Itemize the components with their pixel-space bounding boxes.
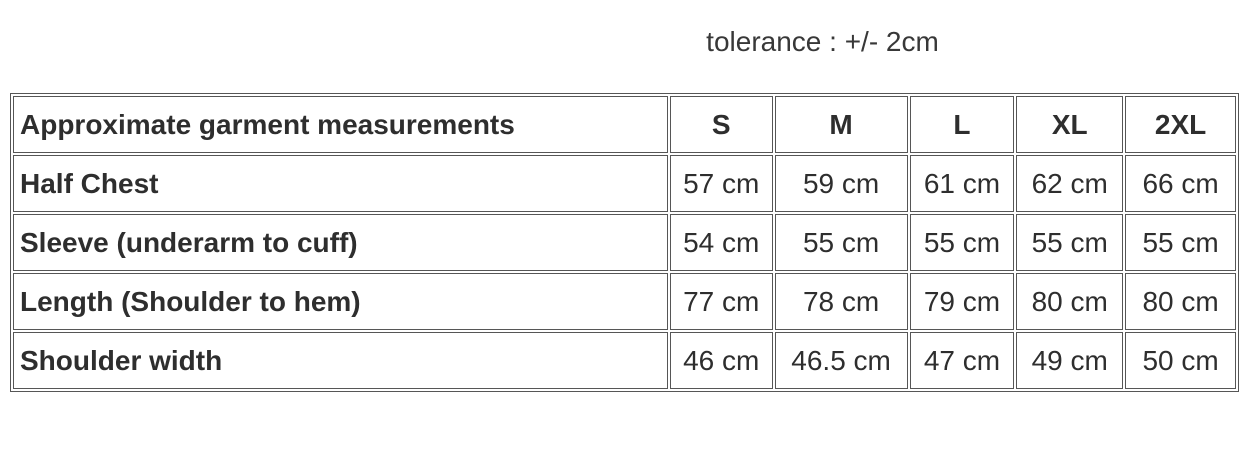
measurement-cell: 46.5 cm (774, 332, 908, 389)
measurement-cell: 55 cm (1125, 214, 1236, 271)
measurement-cell: 55 cm (774, 214, 908, 271)
measurement-cell: 59 cm (774, 155, 908, 212)
measurement-cell: 55 cm (909, 214, 1015, 271)
measurement-cell: 80 cm (1016, 273, 1124, 330)
size-header-cell-xl: XL (1016, 96, 1124, 153)
measurement-cell: 57 cm (669, 155, 773, 212)
size-chart-table: Approximate garment measurements S M L X… (10, 93, 1239, 392)
measurement-cell: 77 cm (669, 273, 773, 330)
table-row-sleeve: Sleeve (underarm to cuff) 54 cm 55 cm 55… (13, 214, 1236, 271)
table-row-shoulder-width: Shoulder width 46 cm 46.5 cm 47 cm 49 cm… (13, 332, 1236, 389)
measurement-cell: 61 cm (909, 155, 1015, 212)
size-header-cell-s: S (669, 96, 773, 153)
measurement-cell: 78 cm (774, 273, 908, 330)
size-header-cell-2xl: 2XL (1125, 96, 1236, 153)
measurement-cell: 55 cm (1016, 214, 1124, 271)
row-label-cell: Shoulder width (13, 332, 668, 389)
measurement-cell: 80 cm (1125, 273, 1236, 330)
table-header-row: Approximate garment measurements S M L X… (13, 96, 1236, 153)
measurement-cell: 47 cm (909, 332, 1015, 389)
measurements-header-cell: Approximate garment measurements (13, 96, 668, 153)
row-label-cell: Half Chest (13, 155, 668, 212)
measurement-cell: 46 cm (669, 332, 773, 389)
measurement-cell: 79 cm (909, 273, 1015, 330)
measurement-cell: 66 cm (1125, 155, 1236, 212)
row-label-cell: Length (Shoulder to hem) (13, 273, 668, 330)
row-label-cell: Sleeve (underarm to cuff) (13, 214, 668, 271)
table-row-length: Length (Shoulder to hem) 77 cm 78 cm 79 … (13, 273, 1236, 330)
measurement-cell: 49 cm (1016, 332, 1124, 389)
measurement-cell: 62 cm (1016, 155, 1124, 212)
size-header-cell-m: M (774, 96, 908, 153)
size-header-cell-l: L (909, 96, 1015, 153)
measurement-cell: 50 cm (1125, 332, 1236, 389)
tolerance-note: tolerance : +/- 2cm (706, 26, 939, 57)
table-row-half-chest: Half Chest 57 cm 59 cm 61 cm 62 cm 66 cm (13, 155, 1236, 212)
measurement-cell: 54 cm (669, 214, 773, 271)
